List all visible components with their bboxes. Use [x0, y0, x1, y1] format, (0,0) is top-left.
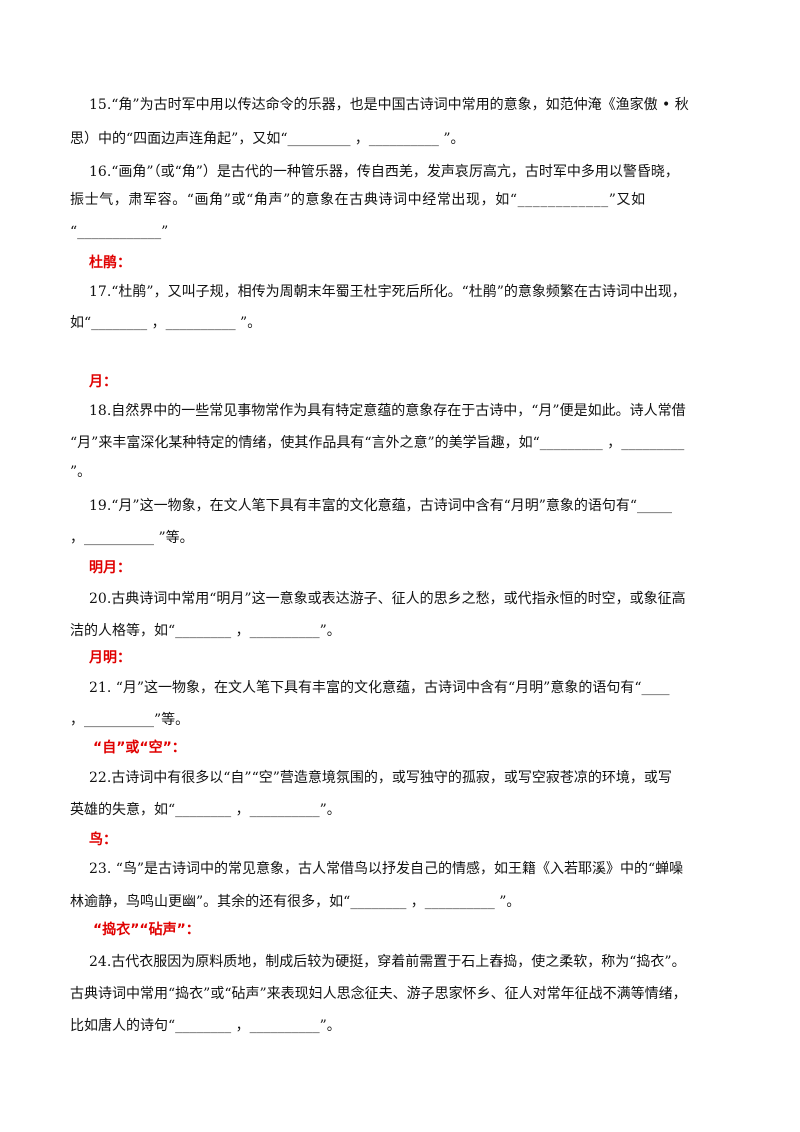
heading-mingyue: 明月：: [89, 560, 131, 576]
q23-line-1: 23. “鸟”是古诗词中的常见意象，古人常借鸟以抒发自己的情感，如王籍《入若耶溪…: [89, 861, 684, 877]
q16-line-2: 振士气，肃军容。“画角”或“角声”的意象在古典诗词中经常出现，如“_______…: [70, 192, 646, 208]
q19-line-2: ，__________ ”等。: [70, 530, 194, 546]
q20-line-1: 20.古典诗词中常用“明月”这一意象或表达游子、征人的思乡之愁，或代指永恒的时空…: [89, 591, 686, 607]
q22-line-1: 22.古诗词中有很多以“自”“空”营造意境氛围的，或写独守的孤寂，或写空寂苍凉的…: [89, 770, 672, 786]
heading-yueming: 月明：: [89, 650, 131, 666]
q18-line-3: ”。: [70, 464, 92, 480]
q15-line-1: 15.“角”为古时军中用以传达命令的乐器，也是中国古诗词中常用的意象，如范仲淹《…: [89, 97, 689, 113]
q24-line-1: 24.古代衣服因为原料质地，制成后较为硬挺，穿着前需置于石上舂捣，使之柔软，称为…: [89, 954, 686, 970]
q19-line-1: 19.“月”这一物象，在文人笔下具有丰富的文化意蕴，古诗词中含有“月明”意象的语…: [89, 498, 673, 514]
q24-line-3: 比如唐人的诗句“________ ，__________”。: [70, 1018, 341, 1034]
heading-daoyi: “捣衣”“砧声”：: [93, 922, 200, 938]
heading-dujuan: 杜鹃：: [89, 255, 131, 271]
q16-line-3: “____________”: [70, 224, 169, 240]
q17-line-2: 如“________ ，__________ ”。: [70, 315, 262, 331]
q21-line-2: ，__________”等。: [70, 712, 190, 728]
q20-line-2: 洁的人格等，如“________ ，__________”。: [70, 623, 341, 639]
q23-line-2: 林逾静，鸟鸣山更幽”。其余的还有很多，如“________ ，_________…: [70, 894, 521, 910]
q15-line-2: 思）中的“四面边声连角起”，又如“_________ ，__________ ”…: [70, 131, 465, 147]
heading-yue: 月：: [89, 374, 117, 390]
q16-line-1: 16.“画角”（或“角”）是古代的一种管乐器，传自西羌，发声哀厉高亢，古时军中多…: [89, 164, 679, 180]
q18-line-1: 18.自然界中的一些常见事物常作为具有特定意蕴的意象存在于古诗中，“月”便是如此…: [89, 403, 686, 419]
q24-line-2: 古典诗词中常用“捣衣”或“砧声”来表现妇人思念征夫、游子思家怀乡、征人对常年征战…: [70, 986, 687, 1002]
heading-zi-kong: “自”或“空”：: [93, 740, 186, 756]
q18-line-2: “月”来丰富深化某种特定的情绪，使其作品具有“言外之意”的美学旨趣，如“____…: [70, 435, 685, 451]
heading-niao: 鸟：: [89, 832, 117, 848]
q21-line-1: 21. “月”这一物象，在文人笔下具有丰富的文化意蕴，古诗词中含有“月明”意象的…: [89, 680, 670, 696]
q17-line-1: 17.“杜鹃”，又叫子规，相传为周朝末年蜀王杜宇死后所化。“杜鹃”的意象频繁在古…: [89, 284, 686, 300]
q22-line-2: 英雄的失意，如“________ ，__________”。: [70, 802, 341, 818]
